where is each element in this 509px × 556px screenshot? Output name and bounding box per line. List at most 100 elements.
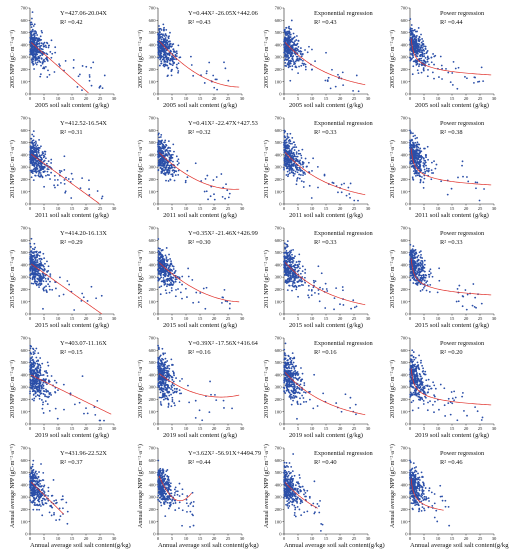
equation-label: Y=412.52-16.54X	[60, 120, 107, 128]
scatter-point	[175, 295, 177, 297]
scatter-point	[433, 78, 435, 80]
scatter-point	[289, 37, 291, 39]
y-tick-label: 0	[279, 312, 282, 317]
scatter-point	[36, 281, 38, 283]
x-tick-label: 20	[464, 316, 469, 321]
scatter-point	[447, 194, 449, 196]
scatter-point	[291, 157, 293, 159]
scatter-point	[35, 151, 37, 153]
scatter-point	[166, 280, 168, 282]
x-axis-label: 2011 soil salt content (g/kg)	[284, 212, 368, 219]
scatter-point	[291, 153, 293, 155]
scatter-point	[40, 45, 42, 47]
scatter-point	[414, 142, 416, 144]
equation-label: Power regression	[440, 10, 484, 18]
scatter-point	[424, 53, 426, 55]
scatter-point	[166, 162, 168, 164]
scatter-point	[169, 268, 171, 270]
scatter-point	[37, 144, 39, 146]
scatter-point	[229, 308, 231, 310]
scatter-point	[73, 309, 75, 311]
x-tick-label: 20	[464, 206, 469, 211]
scatter-point	[157, 263, 159, 265]
y-tick-label: 100	[149, 79, 157, 84]
scatter-point	[171, 287, 173, 289]
scatter-point	[466, 77, 468, 79]
scatter-point	[32, 252, 34, 254]
scatter-point	[33, 353, 35, 355]
scatter-point	[227, 80, 229, 82]
scatter-point	[411, 139, 413, 141]
scatter-point	[467, 181, 469, 183]
scatter-point	[49, 74, 51, 76]
scatter-point	[178, 162, 180, 164]
scatter-point	[418, 263, 420, 265]
scatter-point	[417, 69, 419, 71]
scatter-point	[298, 174, 300, 176]
x-tick-label: 15	[70, 206, 75, 211]
scatter-point	[168, 140, 170, 142]
scatter-point	[283, 257, 285, 259]
scatter-point	[465, 289, 467, 291]
scatter-point	[414, 151, 416, 153]
scatter-point	[302, 60, 304, 62]
y-tick-label: 600	[275, 238, 283, 243]
scatter-point	[416, 61, 418, 63]
scatter-point	[77, 86, 79, 88]
scatter-points	[283, 20, 359, 93]
scatter-point	[335, 86, 337, 88]
scatter-point	[411, 249, 413, 251]
scatter-point	[32, 172, 34, 174]
scatter-point	[297, 264, 299, 266]
scatter-point	[216, 89, 218, 91]
scatter-point	[438, 76, 440, 78]
x-axis-label: 2005 soil salt content (g/kg)	[410, 102, 494, 109]
scatter-point	[43, 374, 45, 376]
x-tick-label: 10	[56, 206, 61, 211]
x-tick-label: 15	[450, 206, 455, 211]
scatter-point	[40, 145, 42, 147]
y-tick-label: 500	[401, 30, 409, 35]
scatter-point	[302, 53, 304, 55]
scatter-point	[413, 266, 415, 268]
scatter-point	[31, 60, 33, 62]
scatter-point	[328, 77, 330, 79]
scatter-point	[287, 137, 289, 139]
scatter-point	[185, 182, 187, 184]
scatter-point	[284, 163, 286, 165]
r-squared-label: R² =0.32	[188, 129, 211, 137]
x-tick-label: 20	[212, 316, 217, 321]
scatter-point	[161, 249, 163, 251]
scatter-point	[162, 56, 164, 58]
scatter-point	[161, 29, 163, 31]
scatter-point	[319, 287, 321, 289]
scatter-point	[49, 285, 51, 287]
scatter-point	[312, 157, 314, 159]
x-tick-label: 25	[226, 96, 231, 101]
scatter-point	[72, 178, 74, 180]
scatter-point	[420, 58, 422, 60]
y-tick-label: 0	[25, 312, 28, 317]
scatter-point	[30, 39, 32, 41]
scatter-point	[289, 261, 291, 263]
scatter-point	[89, 74, 91, 76]
scatter-point	[34, 23, 36, 25]
scatter-point	[311, 69, 313, 71]
scatter-point	[424, 148, 426, 150]
scatter-point	[291, 285, 293, 287]
scatter-point	[163, 280, 165, 282]
scatter-point	[169, 45, 171, 47]
y-tick-label: 500	[275, 140, 283, 145]
scatter-point	[419, 163, 421, 165]
scatter-point	[208, 62, 210, 64]
scatter-point	[418, 65, 420, 67]
y-tick-label: 700	[275, 116, 283, 121]
scatter-point	[354, 306, 356, 308]
equation-label: Y=0.35X² -21.46X+426.99	[188, 230, 258, 238]
scatter-point	[413, 142, 415, 144]
y-tick-label: 600	[149, 18, 157, 23]
x-axis-label: 2015 soil salt content (g/kg)	[410, 322, 494, 329]
scatter-point	[288, 275, 290, 277]
scatter-point	[50, 159, 52, 161]
scatter-point	[462, 160, 464, 162]
